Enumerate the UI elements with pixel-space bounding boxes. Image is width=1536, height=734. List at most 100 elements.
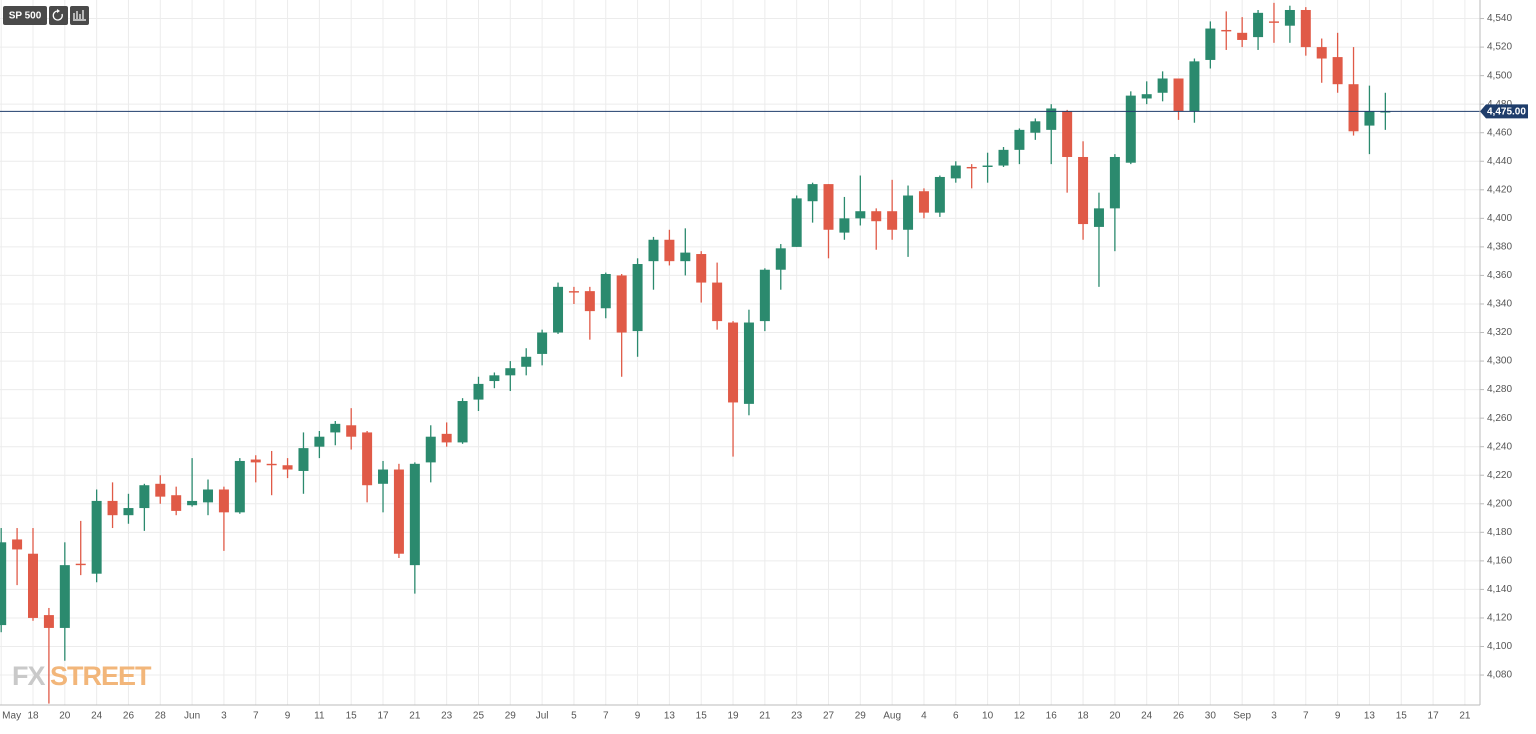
candle-body: [1316, 47, 1327, 59]
candle-body: [759, 269, 770, 322]
candle-body: [1046, 108, 1057, 130]
y-tick-label: 4,460: [1487, 127, 1512, 138]
candle-body: [1109, 156, 1120, 209]
y-tick-label: 4,240: [1487, 441, 1512, 452]
candle-body: [616, 275, 627, 333]
current-price-label: 4,475.00: [1487, 106, 1526, 117]
candle-body: [187, 500, 198, 506]
x-tick-label: 26: [123, 711, 135, 722]
candle-body: [314, 436, 325, 447]
candle-body: [266, 463, 277, 466]
refresh-button[interactable]: [49, 6, 68, 25]
candle-body: [855, 211, 866, 219]
candle-body: [282, 465, 293, 470]
x-tick-label: 3: [1271, 711, 1277, 722]
y-tick-label: 4,100: [1487, 641, 1512, 652]
candle-body: [43, 615, 54, 628]
y-tick-label: 4,220: [1487, 470, 1512, 481]
x-tick-label: 13: [664, 711, 676, 722]
x-tick-label: 18: [1077, 711, 1089, 722]
x-tick-label: 11: [314, 711, 325, 722]
candle-body: [1348, 84, 1359, 132]
y-tick-label: 4,380: [1487, 242, 1512, 253]
x-tick-label: Aug: [883, 711, 901, 722]
candle-body: [807, 184, 818, 202]
refresh-icon: [52, 10, 63, 21]
x-tick-label: 26: [1173, 711, 1185, 722]
x-tick-label: 21: [1459, 711, 1471, 722]
x-tick-label: 17: [1428, 711, 1440, 722]
candle-body: [378, 469, 389, 484]
candle-body: [664, 239, 675, 262]
candle-body: [1380, 111, 1391, 113]
x-tick-label: 9: [285, 711, 291, 722]
x-tick-label: 18: [27, 711, 39, 722]
plot-area: [0, 0, 1480, 705]
x-tick-label: 24: [1141, 711, 1153, 722]
y-tick-label: 4,280: [1487, 384, 1512, 395]
x-tick-label: 7: [603, 711, 609, 722]
x-tick-label: 16: [1046, 711, 1058, 722]
candle-body: [600, 274, 611, 309]
y-tick-label: 4,120: [1487, 613, 1512, 624]
candle-body: [75, 563, 86, 566]
candle-body: [59, 565, 70, 628]
candle-body: [473, 383, 484, 400]
candle-body: [234, 460, 245, 513]
candle-body: [1253, 12, 1264, 38]
x-tick-label: 15: [696, 711, 708, 722]
candle-body: [553, 286, 564, 333]
candle-body: [298, 448, 309, 471]
x-tick-label: 7: [1303, 711, 1309, 722]
candle-body: [887, 211, 898, 230]
x-tick-label: 24: [91, 711, 103, 722]
candle-body: [1189, 61, 1200, 112]
y-tick-label: 4,180: [1487, 527, 1512, 538]
y-tick-label: 4,540: [1487, 13, 1512, 24]
candle-body: [330, 423, 341, 433]
axis-labels: 4,080 4,100 4,120 4,140 4,160 4,180 4,200 4,220…: [2, 13, 1528, 722]
candle-body: [123, 508, 134, 516]
x-tick-label: 10: [982, 711, 994, 722]
x-tick-label: 19: [727, 711, 739, 722]
y-tick-label: 4,500: [1487, 70, 1512, 81]
candles: [0, 2, 1480, 704]
candle-body: [218, 489, 229, 513]
watermark-street: STREET: [50, 661, 152, 691]
watermark-fx: FX: [12, 661, 45, 691]
x-tick-label: 17: [377, 711, 389, 722]
candle-body: [362, 432, 373, 486]
y-tick-label: 4,160: [1487, 556, 1512, 567]
y-tick-label: 4,260: [1487, 413, 1512, 424]
candle-body: [632, 264, 643, 332]
candle-body: [171, 495, 182, 511]
symbol-box: SP 500: [3, 6, 89, 25]
candle-body: [155, 483, 166, 497]
candle-body: [107, 500, 118, 516]
candle-body: [12, 539, 23, 550]
x-tick-label: 25: [473, 711, 485, 722]
candle-body: [393, 469, 404, 554]
x-tick-label: Sep: [1233, 711, 1251, 722]
candle-body: [1237, 32, 1248, 40]
candle-body: [457, 401, 468, 443]
y-tick-label: 4,520: [1487, 42, 1512, 53]
chart-title: SP 500: [9, 11, 42, 22]
candle-body: [680, 252, 691, 262]
x-tick-label: 12: [1014, 711, 1026, 722]
candle-body: [1364, 111, 1375, 126]
x-tick-label: 15: [346, 711, 358, 722]
candle-body: [918, 191, 929, 213]
x-tick-label: Jun: [184, 711, 200, 722]
candle-body: [91, 500, 102, 574]
x-tick-label: 23: [791, 711, 803, 722]
candle-body: [28, 553, 38, 618]
candle-body: [346, 425, 357, 437]
candle-body: [409, 463, 420, 566]
candle-body: [696, 254, 707, 283]
candle-body: [1157, 78, 1168, 93]
candle-body: [139, 485, 150, 509]
candle-body: [521, 356, 532, 367]
x-tick-label: 4: [921, 711, 927, 722]
candle-body: [903, 195, 914, 230]
